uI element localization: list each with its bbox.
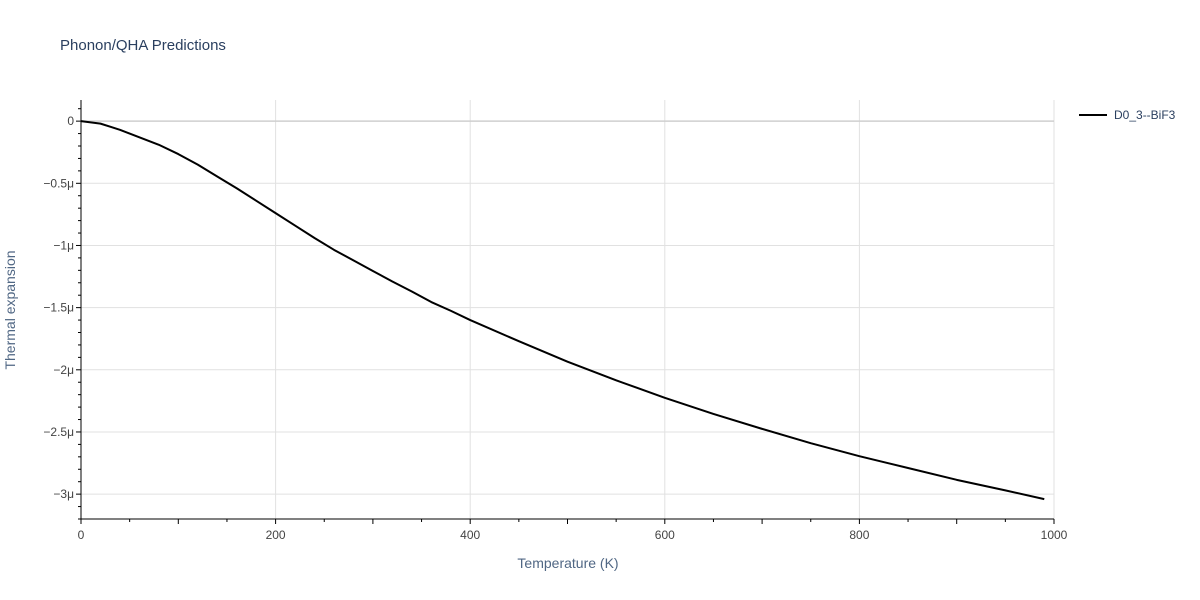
x-tick-labels: 0 200 400 600 800 1000 [78,528,1068,542]
legend[interactable]: D0_3--BiF3 [1079,108,1176,122]
legend-label: D0_3--BiF3 [1114,108,1176,122]
y-tick-label: −0.5μ [43,176,74,190]
y-tick-label: −1.5μ [43,301,74,315]
x-tick-label: 600 [655,528,675,542]
y-tick-label: −2μ [53,363,74,377]
x-tick-label: 200 [266,528,286,542]
axes [76,100,1055,524]
x-tick-label: 800 [849,528,869,542]
chart-title: Phonon/QHA Predictions [60,37,226,54]
y-tick-labels: 0 −0.5μ −1μ −1.5μ −2μ −2.5μ −3μ [43,114,74,501]
y-axis-title: Thermal expansion [2,250,18,369]
x-tick-label: 400 [460,528,480,542]
y-gridlines [81,120,1054,495]
series-layer [80,120,1045,501]
y-tick-label: −3μ [53,487,74,501]
x-axis-title: Temperature (K) [517,555,618,571]
y-tick-label: 0 [67,114,74,128]
x-gridlines [275,100,1055,519]
series-line [80,120,1045,501]
y-tick-label: −2.5μ [43,425,74,439]
x-tick-label: 1000 [1041,528,1068,542]
x-tick-label: 0 [78,528,85,542]
y-tick-label: −1μ [53,238,74,252]
